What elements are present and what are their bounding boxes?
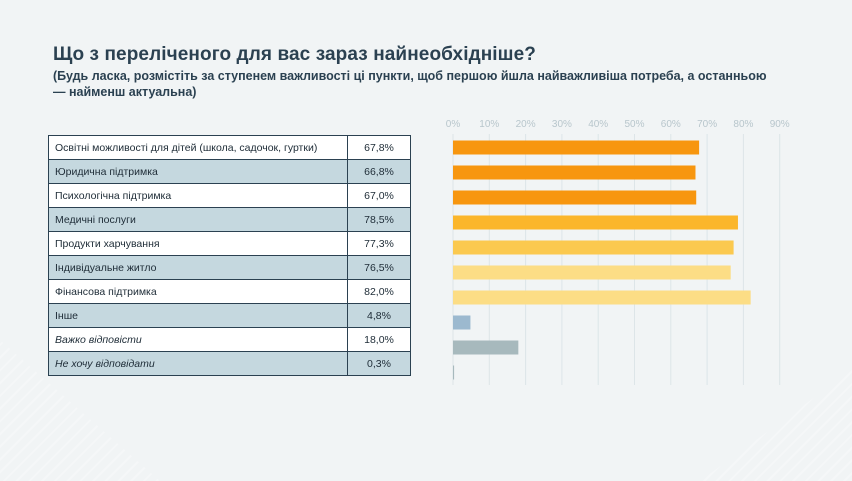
row-value: 67,8% bbox=[347, 135, 411, 160]
bar bbox=[453, 365, 455, 380]
x-tick-label: 80% bbox=[733, 119, 753, 130]
row-label: Юридична підтримка bbox=[48, 159, 348, 184]
row-label: Освітні можливості для дітей (школа, сад… bbox=[48, 135, 348, 160]
bar bbox=[453, 215, 738, 230]
table-row: Психологічна підтримка 67,0% bbox=[48, 183, 411, 208]
x-tick-label: 20% bbox=[516, 119, 536, 130]
bar bbox=[453, 240, 734, 255]
row-value: 0,3% bbox=[347, 351, 411, 376]
row-value: 77,3% bbox=[347, 231, 411, 256]
table-row: Інше 4,8% bbox=[48, 303, 411, 328]
row-label: Фінансова підтримка bbox=[48, 279, 348, 304]
row-label: Продукти харчування bbox=[48, 231, 348, 256]
bar bbox=[453, 315, 471, 330]
data-table: Освітні можливості для дітей (школа, сад… bbox=[48, 135, 411, 376]
table-row: Індивідуальне житло 76,5% bbox=[48, 255, 411, 280]
x-tick-label: 50% bbox=[624, 119, 644, 130]
bar-chart-svg: 0% 10% 20% 30% 40% 50% 60% 70% 80% 90% bbox=[446, 119, 790, 385]
bar bbox=[453, 140, 700, 155]
bar bbox=[453, 190, 697, 205]
slide-title: Що з переліченого для вас зараз найнеобх… bbox=[53, 44, 536, 65]
table-row: Медичні послуги 78,5% bbox=[48, 207, 411, 232]
row-value: 4,8% bbox=[347, 303, 411, 328]
slide-subtitle: (Будь ласка, розмістіть за ступенем важл… bbox=[53, 69, 767, 99]
x-tick-label: 0% bbox=[446, 119, 461, 130]
row-value: 67,0% bbox=[347, 183, 411, 208]
bar bbox=[453, 340, 519, 355]
row-label: Психологічна підтримка bbox=[48, 183, 348, 208]
row-value: 18,0% bbox=[347, 327, 411, 352]
row-value: 76,5% bbox=[347, 255, 411, 280]
bar-chart: 0% 10% 20% 30% 40% 50% 60% 70% 80% 90% bbox=[430, 110, 810, 390]
row-label: Не хочу відповідати bbox=[48, 351, 348, 376]
table-row: Важко відповісти 18,0% bbox=[48, 327, 411, 352]
row-value: 78,5% bbox=[347, 207, 411, 232]
x-tick-label: 90% bbox=[770, 119, 790, 130]
x-tick-label: 10% bbox=[479, 119, 499, 130]
x-tick-label: 40% bbox=[588, 119, 608, 130]
bar bbox=[453, 165, 696, 180]
x-tick-label: 60% bbox=[661, 119, 681, 130]
row-label: Важко відповісти bbox=[48, 327, 348, 352]
table-row: Продукти харчування 77,3% bbox=[48, 231, 411, 256]
row-label: Індивідуальне житло bbox=[48, 255, 348, 280]
table-row: Юридична підтримка 66,8% bbox=[48, 159, 411, 184]
row-value: 82,0% bbox=[347, 279, 411, 304]
x-tick-label: 30% bbox=[552, 119, 572, 130]
table-row: Освітні можливості для дітей (школа, сад… bbox=[48, 135, 411, 160]
table-row: Фінансова підтримка 82,0% bbox=[48, 279, 411, 304]
x-tick-label: 70% bbox=[697, 119, 717, 130]
row-value: 66,8% bbox=[347, 159, 411, 184]
bar bbox=[453, 265, 731, 280]
bar bbox=[453, 290, 751, 305]
table-row: Не хочу відповідати 0,3% bbox=[48, 351, 411, 376]
row-label: Інше bbox=[48, 303, 348, 328]
row-label: Медичні послуги bbox=[48, 207, 348, 232]
